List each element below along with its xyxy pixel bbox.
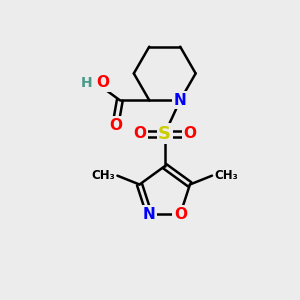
Text: H: H	[81, 76, 92, 90]
Text: CH₃: CH₃	[91, 169, 115, 182]
Text: O: O	[97, 75, 110, 90]
Text: O: O	[133, 126, 146, 141]
Text: N: N	[174, 93, 187, 108]
Text: N: N	[143, 207, 155, 222]
Text: O: O	[174, 207, 187, 222]
Text: O: O	[183, 126, 196, 141]
Text: S: S	[158, 125, 171, 143]
Text: CH₃: CH₃	[214, 169, 238, 182]
Text: O: O	[109, 118, 122, 133]
